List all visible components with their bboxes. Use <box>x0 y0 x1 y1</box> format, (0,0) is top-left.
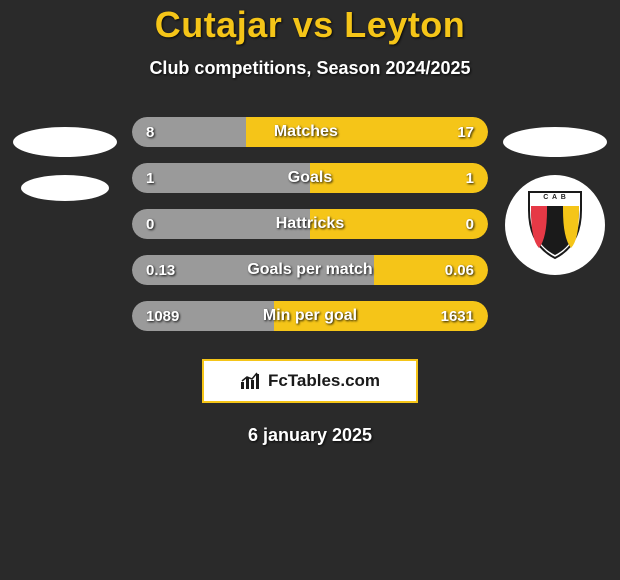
stat-row-goals: 1 Goals 1 <box>132 163 488 193</box>
left-logo-column <box>10 117 120 201</box>
stat-value-right: 1 <box>466 170 474 187</box>
stat-label: Goals <box>154 169 465 187</box>
stat-value-left: 1 <box>146 170 154 187</box>
stat-row-matches: 8 Matches 17 <box>132 117 488 147</box>
brand-text: FcTables.com <box>268 371 380 391</box>
page-subtitle: Club competitions, Season 2024/2025 <box>0 58 620 79</box>
right-logo-column: C A B <box>500 117 610 275</box>
stat-label: Min per goal <box>179 307 440 325</box>
stat-row-goals-per-match: 0.13 Goals per match 0.06 <box>132 255 488 285</box>
badge-text: C A B <box>543 194 567 201</box>
stat-row-min-per-goal: 1089 Min per goal 1631 <box>132 301 488 331</box>
right-club-logo-2: C A B <box>505 175 605 275</box>
stat-value-right: 0.06 <box>445 262 474 279</box>
bar-chart-icon <box>240 372 262 390</box>
left-club-logo-1 <box>13 127 117 157</box>
date-text: 6 january 2025 <box>0 425 620 446</box>
stat-value-right: 1631 <box>441 308 474 325</box>
comparison-card: Cutajar vs Leyton Club competitions, Sea… <box>0 0 620 446</box>
stat-label: Matches <box>154 123 457 141</box>
right-club-logo-1 <box>503 127 607 157</box>
main-row: 8 Matches 17 1 Goals 1 0 Hattricks 0 <box>0 117 620 331</box>
brand-badge: FcTables.com <box>202 359 418 403</box>
left-club-logo-2 <box>21 175 109 201</box>
stat-value-left: 0.13 <box>146 262 175 279</box>
stat-value-left: 0 <box>146 216 154 233</box>
stat-label: Hattricks <box>154 215 465 233</box>
stats-list: 8 Matches 17 1 Goals 1 0 Hattricks 0 <box>120 117 500 331</box>
stat-row-hattricks: 0 Hattricks 0 <box>132 209 488 239</box>
stat-value-left: 1089 <box>146 308 179 325</box>
page-title: Cutajar vs Leyton <box>0 4 620 46</box>
shield-badge-icon: C A B <box>527 190 583 260</box>
stat-value-left: 8 <box>146 124 154 141</box>
stat-label: Goals per match <box>175 261 445 279</box>
stat-value-right: 0 <box>466 216 474 233</box>
stat-value-right: 17 <box>457 124 474 141</box>
